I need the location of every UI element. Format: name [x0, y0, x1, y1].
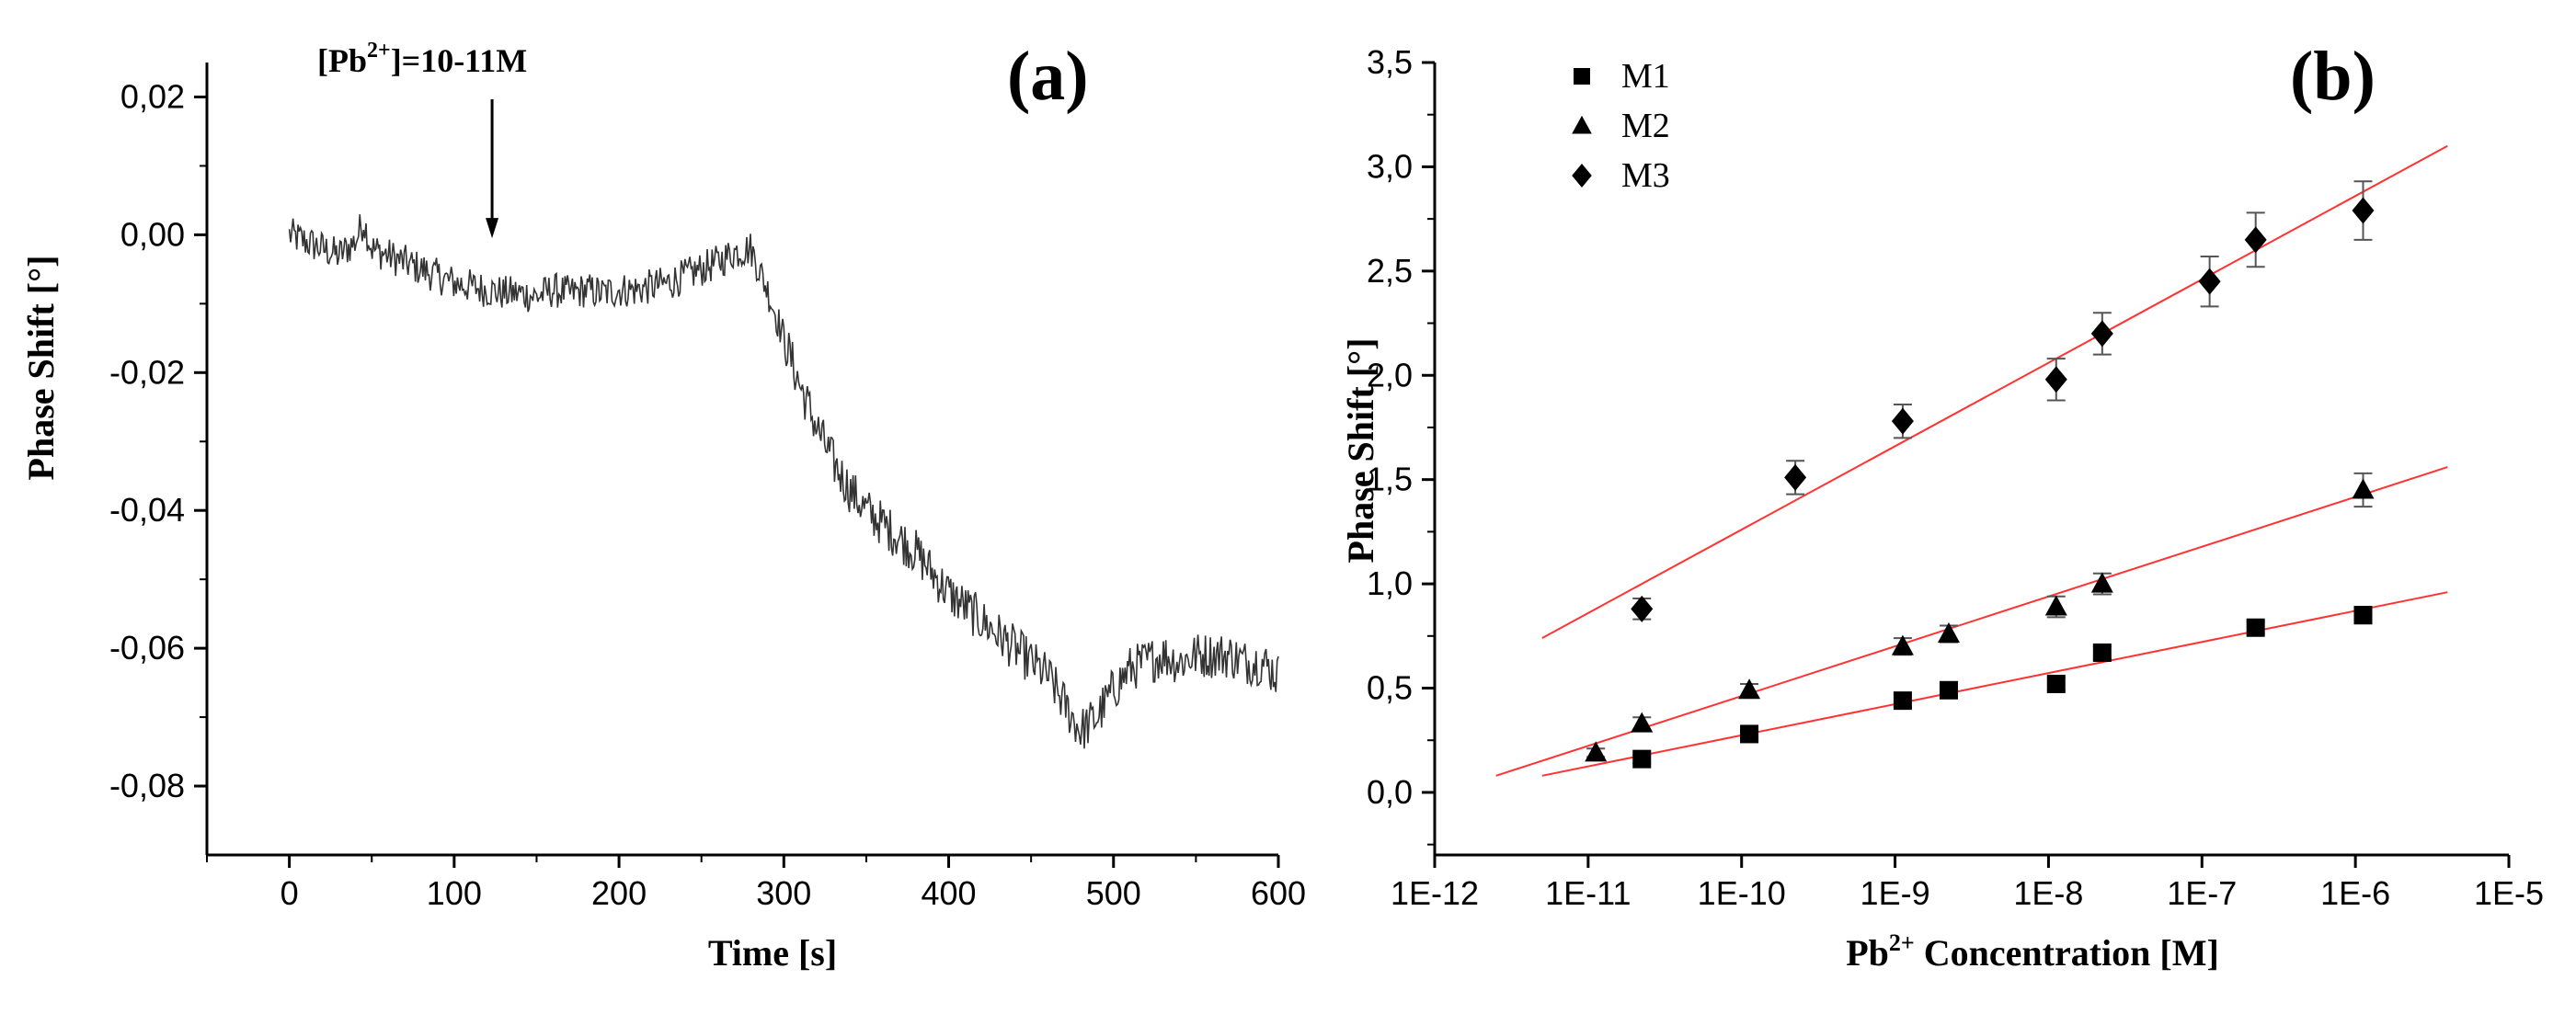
- panel-b-x-axis-title: Pb2+ Concentration [M]: [1846, 929, 2219, 974]
- annotation-arrow-head: [486, 218, 499, 239]
- data-point-m3: [2198, 268, 2221, 295]
- legend-label-m3: M3: [1621, 156, 1670, 195]
- panel-a-label: (a): [1007, 38, 1089, 115]
- x-tick-label: 1E-7: [2167, 874, 2237, 912]
- data-point-m3: [2244, 226, 2267, 254]
- y-tick-label: 3,0: [1367, 147, 1413, 185]
- panel-a-chart: 0 100 200 300 400 500 600 0,02 0,00 -0,02 -0,04 -0…: [20, 38, 1306, 974]
- data-point-m3: [1631, 595, 1654, 622]
- y-tick-label: 1,5: [1367, 461, 1413, 498]
- x-tick-label: 100: [427, 874, 482, 912]
- data-point-m1: [2092, 643, 2112, 662]
- data-point-m2: [1585, 741, 1608, 762]
- x-tick-label: 1E-12: [1391, 874, 1479, 912]
- x-tick-label: 600: [1251, 874, 1306, 912]
- y-tick-label: -0,08: [109, 767, 185, 804]
- panel-a-y-axis-title: Phase Shift [°]: [20, 256, 62, 481]
- panel-b-axes: [1433, 63, 2509, 857]
- data-point-m2: [2044, 595, 2067, 616]
- panel-b-y-axis-title: Phase Shift [°]: [1340, 338, 1381, 564]
- y-tick-label: -0,06: [109, 629, 185, 667]
- x-tick-label: 1E-5: [2474, 874, 2544, 912]
- data-point-m2: [1631, 712, 1654, 733]
- data-point-m2: [1937, 622, 1960, 644]
- y-tick-label: 0,02: [120, 77, 185, 115]
- panel-a-series: [288, 214, 1279, 749]
- y-tick-label: 2,5: [1367, 252, 1413, 290]
- data-point-m1: [2353, 606, 2373, 625]
- x-tick-label: 1E-10: [1698, 874, 1786, 912]
- panel-a-x-ticks: 0 100 200 300 400 500 600: [206, 855, 1306, 912]
- panel-b-y-ticks: 0,0 0,5 1,0 1,5 2,0 2,5 3,0 3,5: [1367, 43, 1435, 846]
- y-tick-label: -0,04: [109, 491, 185, 529]
- panel-a-x-axis-title: Time [s]: [708, 932, 837, 974]
- signal-trace: [288, 214, 1279, 749]
- panel-a-annotation: [Pb2+]=10-11M: [317, 39, 527, 239]
- y-tick-label: 0,00: [120, 215, 185, 253]
- data-point-m1: [1632, 749, 1652, 769]
- x-tick-label: 500: [1086, 874, 1141, 912]
- data-point-m1: [2246, 618, 2265, 637]
- data-point-m2: [2090, 572, 2113, 593]
- legend-label-m2: M2: [1621, 107, 1670, 145]
- data-point-m3: [2044, 366, 2067, 393]
- x-tick-label: 1E-11: [1545, 874, 1631, 912]
- legend-marker-m3: [1572, 163, 1592, 188]
- series-m2: [1585, 472, 2375, 762]
- annotation-label: [Pb2+]=10-11M: [317, 39, 527, 79]
- data-point-m2: [1738, 678, 1761, 700]
- y-tick-label: 2,0: [1367, 356, 1413, 393]
- panel-b-series: [1585, 180, 2375, 769]
- fit-line-m3: [1541, 144, 2448, 639]
- legend-marker-m2: [1572, 115, 1592, 134]
- data-point-m3: [2090, 320, 2113, 347]
- series-m3: [1631, 180, 2375, 622]
- data-point-m1: [1893, 691, 1912, 711]
- x-tick-label: 300: [756, 874, 811, 912]
- panel-b-legend: M1 M2 M3: [1572, 57, 1670, 195]
- y-tick-label: 0,5: [1367, 669, 1413, 707]
- x-tick-label: 1E-8: [2013, 874, 2083, 912]
- panel-b-x-ticks: 1E-12 1E-11 1E-10 1E-9 1E-8 1E-7 1E-6 1E-5: [1391, 855, 2544, 912]
- series-m1: [1632, 606, 2373, 769]
- panel-a-axes: [205, 63, 1278, 857]
- x-tick-label: 400: [921, 874, 976, 912]
- y-tick-label: 3,5: [1367, 43, 1413, 81]
- data-point-m2: [2352, 478, 2375, 499]
- x-tick-label: 1E-9: [1860, 874, 1930, 912]
- data-point-m1: [2046, 674, 2066, 693]
- panel-a-y-ticks: 0,02 0,00 -0,02 -0,04 -0,06 -0,08: [109, 77, 207, 804]
- fit-line-m1: [1541, 591, 2448, 777]
- y-tick-label: 1,0: [1367, 564, 1413, 602]
- legend-marker-m1: [1574, 68, 1590, 85]
- x-tick-label: 200: [591, 874, 647, 912]
- x-tick-label: 0: [280, 874, 299, 912]
- panel-b-fit-lines: [1495, 144, 2448, 777]
- y-tick-label: -0,02: [109, 353, 185, 391]
- panel-b-chart: 1E-12 1E-11 1E-10 1E-9 1E-8 1E-7 1E-6 1E-5 0,00…: [1340, 38, 2544, 974]
- data-point-m3: [1784, 463, 1807, 491]
- panel-b-label: (b): [2290, 38, 2376, 115]
- x-tick-label: 1E-6: [2320, 874, 2390, 912]
- legend-label-m1: M1: [1621, 57, 1670, 96]
- fit-line-m2: [1495, 466, 2448, 777]
- data-point-m1: [1740, 724, 1759, 744]
- data-point-m1: [1939, 680, 1958, 700]
- y-tick-label: 0,0: [1367, 773, 1413, 811]
- data-point-m3: [2352, 197, 2375, 224]
- data-point-m2: [1891, 634, 1914, 655]
- data-point-m3: [1891, 407, 1914, 435]
